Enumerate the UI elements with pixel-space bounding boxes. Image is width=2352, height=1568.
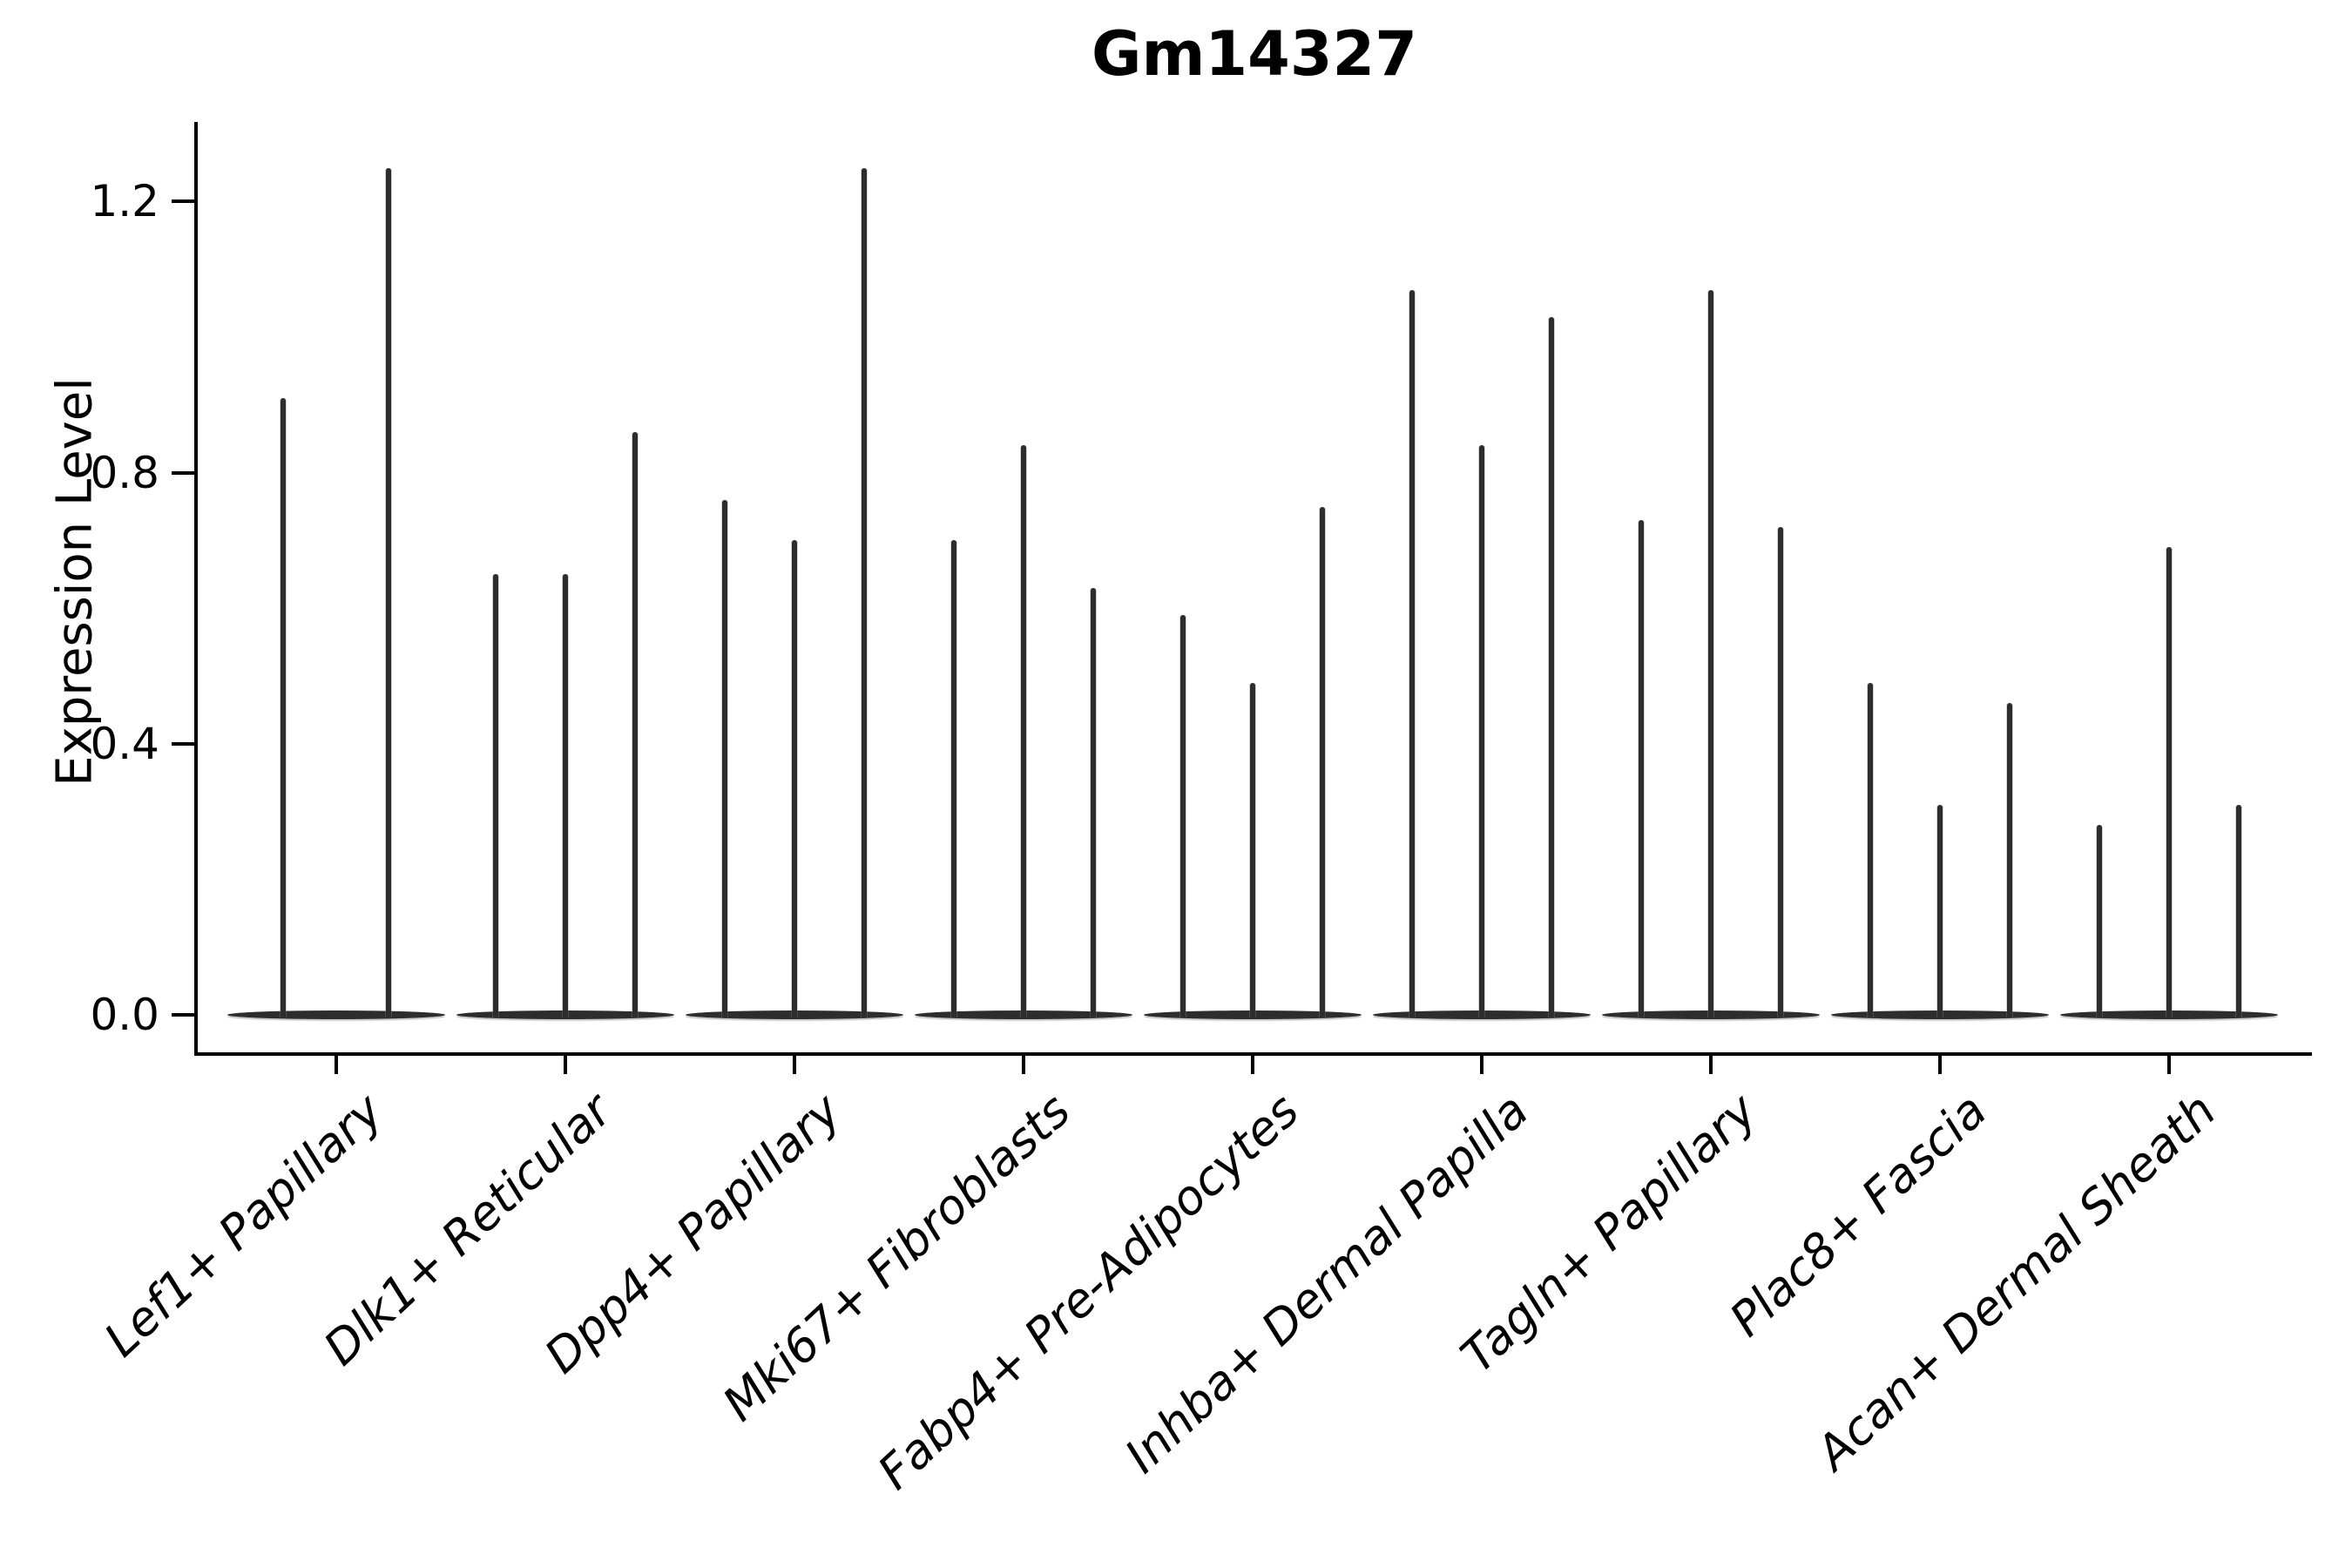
x-tick-mark: [1709, 1056, 1713, 1074]
x-tick-label: Acan+ Dermal Sheath: [1805, 1083, 2227, 1481]
y-tick-mark: [172, 741, 194, 746]
violin-spike: [563, 574, 568, 1017]
x-tick-label: Fabp4+ Pre-Adipocytes: [868, 1083, 1310, 1500]
violin-spike: [1320, 506, 1325, 1017]
violin-spike: [951, 540, 956, 1017]
y-tick-mark: [172, 1013, 194, 1017]
violin-spike: [1021, 445, 1026, 1017]
y-tick-label: 0.8: [90, 447, 159, 498]
violin-spike: [1639, 520, 1644, 1017]
y-tick-label: 0.0: [90, 990, 159, 1040]
violin-spike: [280, 398, 286, 1017]
violin-spike: [1091, 587, 1096, 1017]
violin-spike: [862, 167, 867, 1017]
x-tick-label: Inhba+ Dermal Papilla: [1114, 1083, 1539, 1484]
x-tick-mark: [1022, 1056, 1025, 1074]
violin-spike: [1778, 526, 1783, 1017]
x-axis-spine: [194, 1052, 2312, 1056]
violin-spike: [632, 431, 638, 1017]
chart-title: Gm14327: [1092, 18, 1417, 90]
x-tick-mark: [564, 1056, 567, 1074]
violin-spike: [2236, 804, 2241, 1017]
y-tick-label: 0.4: [90, 718, 159, 769]
violin-spike: [722, 499, 727, 1017]
violin-spike: [2166, 547, 2172, 1017]
violin-spike: [1937, 804, 1943, 1017]
violin-spike: [493, 574, 498, 1017]
x-tick-mark: [2167, 1056, 2171, 1074]
violin-spike: [792, 540, 797, 1017]
violin-base: [227, 1010, 445, 1019]
y-tick-label: 1.2: [90, 176, 159, 227]
x-tick-mark: [793, 1056, 796, 1074]
x-tick-mark: [1480, 1056, 1484, 1074]
violin-spike: [1409, 289, 1415, 1017]
x-tick-mark: [335, 1056, 338, 1074]
violin-spike: [386, 167, 391, 1017]
y-axis-spine: [194, 122, 198, 1056]
x-tick-mark: [1251, 1056, 1254, 1074]
violin-spike: [2097, 825, 2102, 1017]
y-tick-mark: [172, 470, 194, 475]
violin-spike: [1868, 682, 1873, 1017]
x-tick-mark: [1938, 1056, 1942, 1074]
violin-spike: [2007, 703, 2012, 1017]
y-tick-mark: [172, 199, 194, 204]
violin-spike: [1549, 316, 1554, 1017]
violin-spike: [1479, 445, 1484, 1017]
violin-spike: [1180, 614, 1186, 1017]
violin-spike: [1708, 289, 1713, 1017]
violin-spike: [1250, 682, 1255, 1017]
